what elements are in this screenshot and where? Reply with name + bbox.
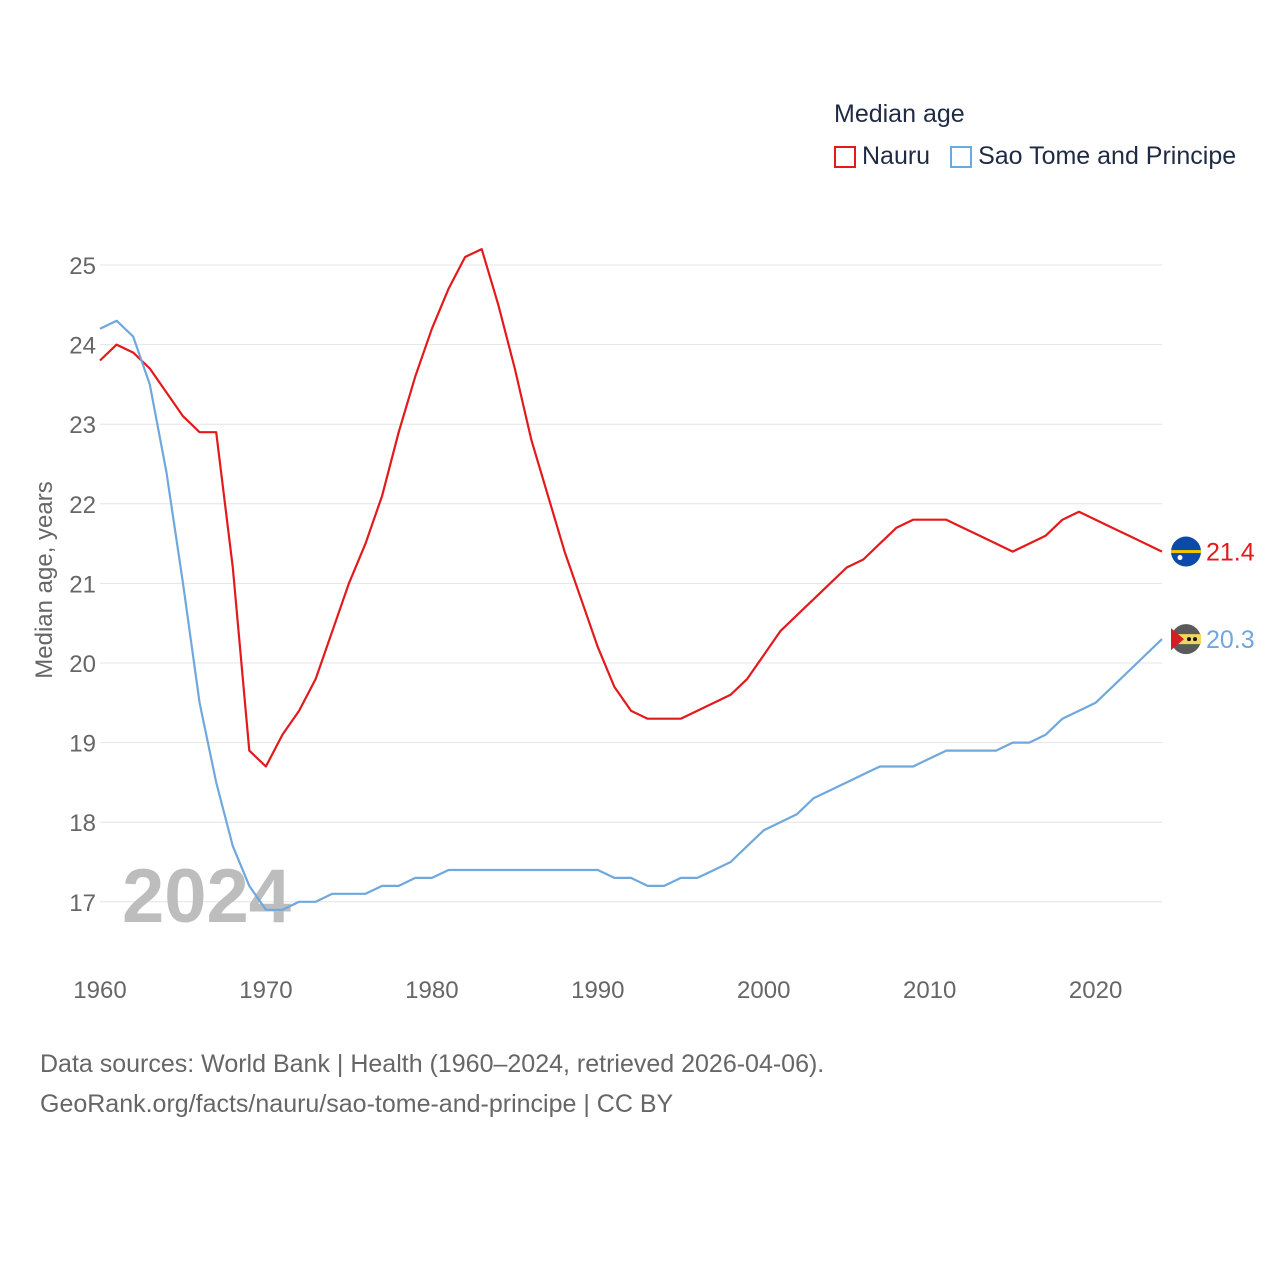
sao-tome-flag-star-2 (1193, 637, 1197, 642)
legend-swatch-sao-tome (950, 145, 973, 168)
source-note: Data sources: World Bank | Health (1960–… (40, 1044, 824, 1124)
y-tick-label-23: 23 (69, 412, 96, 439)
y-tick-label-18: 18 (69, 810, 96, 837)
x-tick-label-2020: 2020 (1069, 977, 1122, 1004)
legend-swatch-nauru (834, 145, 856, 168)
y-tick-label-17: 17 (69, 890, 96, 917)
x-tick-label-1980: 1980 (405, 977, 458, 1004)
end-marker-nauru: 21.4 (1171, 536, 1255, 567)
legend-item-sao-tome[interactable]: Sao Tome and Principe (950, 142, 1236, 171)
end-label-sao-tome-and-principe: 20.3 (1206, 626, 1255, 654)
y-axis-label: Median age, years (31, 481, 58, 678)
x-tick-label-1990: 1990 (571, 977, 624, 1004)
x-tick-label-2000: 2000 (737, 977, 790, 1004)
legend-label-nauru: Nauru (862, 142, 931, 170)
sao-tome-flag-triangle (1171, 628, 1184, 651)
sao-tome-flag-band (1171, 634, 1201, 645)
sao-tome-flag-star-1 (1187, 637, 1191, 642)
year-watermark: 2024 (122, 854, 291, 939)
x-tick-label-1960: 1960 (73, 977, 126, 1004)
y-tick-label-19: 19 (69, 731, 96, 758)
y-tick-label-24: 24 (69, 333, 96, 360)
series-line-nauru (99, 248, 1163, 768)
y-axis-ticks: 17 18 19 20 21 22 23 24 25 (69, 253, 96, 917)
source-line-1: Data sources: World Bank | Health (1960–… (40, 1050, 825, 1078)
series-end-markers: 21.4 20.3 (1171, 536, 1255, 655)
legend-item-nauru[interactable]: Nauru (834, 142, 930, 171)
source-link[interactable]: GeoRank.org/facts/nauru/sao-tome-and-pri… (40, 1090, 674, 1118)
legend-title: Median age (834, 100, 965, 128)
x-axis-ticks: 1960 1970 1980 1990 2000 2010 2020 (73, 977, 1122, 1004)
end-label-nauru: 21.4 (1206, 539, 1255, 567)
end-marker-sao-tome-and-principe: 20.3 (1171, 624, 1255, 655)
nauru-flag-stripe (1171, 550, 1201, 554)
series-line-sao-tome-and-principe (99, 319, 1163, 911)
y-tick-label-20: 20 (69, 651, 96, 678)
nauru-flag-star (1177, 555, 1183, 561)
legend-label-sao-tome: Sao Tome and Principe (978, 142, 1237, 170)
x-tick-label-1970: 1970 (239, 977, 292, 1004)
grid-lines (100, 264, 1162, 903)
x-tick-label-2010: 2010 (903, 977, 956, 1004)
series-lines (99, 248, 1163, 911)
y-tick-label-25: 25 (69, 253, 96, 280)
y-tick-label-21: 21 (69, 571, 96, 598)
y-tick-label-22: 22 (69, 492, 96, 519)
legend: Nauru Sao Tome and Principe (834, 142, 1256, 171)
